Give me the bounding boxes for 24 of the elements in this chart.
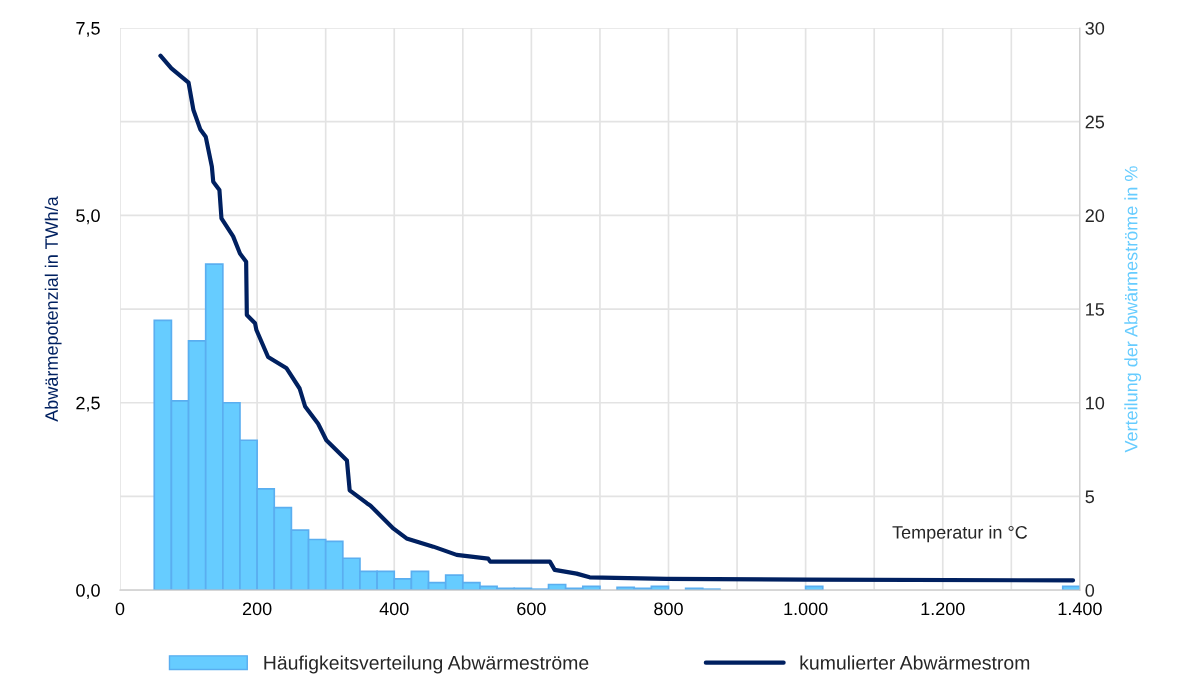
x-tick-label: 1.000 xyxy=(784,602,828,616)
y2-tick-label: 0 xyxy=(1085,584,1095,597)
y-tick-label: 0,0 xyxy=(76,584,100,599)
x-tick-label: 200 xyxy=(242,602,272,616)
y2-tick-label: 15 xyxy=(1086,303,1105,316)
x-tick-label: 400 xyxy=(379,602,409,616)
x-tick-label: 1.400 xyxy=(1058,602,1102,616)
y-tick-label: 5,0 xyxy=(76,209,100,225)
y2-tick-label: 25 xyxy=(1085,115,1105,129)
legend-label: Häufigkeitsverteilung Abwärmeströme xyxy=(264,655,589,674)
x-tick-label: 600 xyxy=(517,602,546,616)
y-axis-title: Abwärmepotenzial in TWh/a xyxy=(44,196,62,422)
y-tick-label: 7,5 xyxy=(76,22,100,37)
x-tick-label: 1.200 xyxy=(921,602,965,616)
y2-axis-title: Verteilung der Abwärmeströme in % xyxy=(1124,166,1142,453)
x-axis-title: Temperatur in °C xyxy=(892,525,1028,543)
y2-tick-label: 20 xyxy=(1085,209,1105,223)
legend-label: kumulierter Abwärmestrom xyxy=(800,655,1030,670)
x-tick-label: 800 xyxy=(654,602,683,616)
y2-tick-label: 5 xyxy=(1085,490,1095,504)
y2-tick-label: 30 xyxy=(1085,21,1105,35)
x-tick-label: 0 xyxy=(115,602,125,616)
y-tick-label: 2,5 xyxy=(76,396,100,412)
y2-tick-label: 10 xyxy=(1086,396,1105,410)
